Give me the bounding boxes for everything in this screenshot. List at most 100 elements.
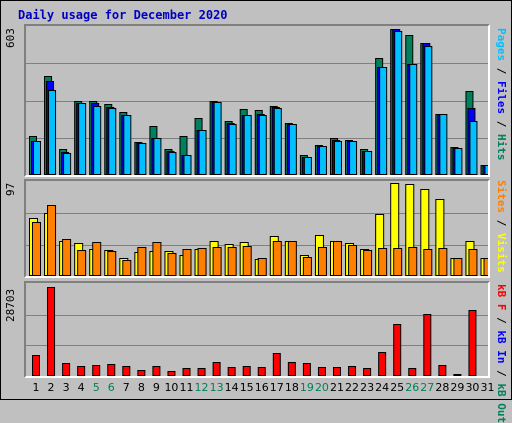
bar-sites <box>107 251 117 276</box>
x-tick-label: 6 <box>107 381 115 394</box>
bot-legend: kB F / kB In / kB Out <box>495 284 508 423</box>
bar-pages <box>454 148 463 175</box>
mid-ymax-label: 97 <box>4 182 17 196</box>
bar-sites <box>348 245 358 276</box>
bar-kbf <box>378 352 387 376</box>
bar-sites <box>302 257 312 276</box>
x-tick-label: 9 <box>152 381 160 394</box>
bar-pages <box>108 108 117 175</box>
legend-sep: / <box>495 114 508 134</box>
bar-pages <box>63 153 72 175</box>
bar-pages <box>484 165 488 175</box>
bar-kbf <box>182 368 191 376</box>
bar-sites <box>227 247 237 276</box>
bar-sites <box>287 241 297 276</box>
bar-kbf <box>122 366 131 376</box>
legend-pages: Pages <box>495 28 508 62</box>
kb-panel <box>24 281 490 378</box>
bar-pages <box>364 151 373 175</box>
legend-files: Files <box>495 81 508 115</box>
bar-kbf <box>137 370 146 376</box>
legend-kbf: kB F <box>495 284 508 311</box>
bar-kbf <box>167 371 176 376</box>
bar-kbf <box>62 363 71 376</box>
bar-pages <box>349 141 358 175</box>
x-axis-day-labels: 1 2 3 4 5 6 7 8 9 10 11 12 13 14 15 16 17 18 19 20 21 22 23 24 2… <box>24 381 495 395</box>
bar-kbf <box>363 368 372 376</box>
visits-sites-chart <box>26 183 488 276</box>
bar-kbf <box>197 368 206 376</box>
bar-sites <box>47 205 57 276</box>
bar-pages <box>243 115 252 175</box>
bar-pages <box>469 121 478 175</box>
x-tick-label: 24 <box>375 381 390 394</box>
x-tick-label: 25 <box>390 381 405 394</box>
bar-pages <box>409 64 418 175</box>
bar-sites <box>272 241 282 276</box>
bar-kbf <box>393 324 402 376</box>
x-tick-label: 1 <box>32 381 40 394</box>
bar-pages <box>394 31 403 175</box>
bar-pages <box>183 155 192 175</box>
bar-sites <box>212 247 222 276</box>
x-tick-label: 14 <box>224 381 239 394</box>
bar-sites <box>483 258 488 276</box>
bar-pages <box>424 46 433 175</box>
bar-kbf <box>438 365 447 376</box>
bar-pages <box>123 115 132 175</box>
x-tick-label: 19 <box>299 381 314 394</box>
bar-kbf <box>107 364 116 376</box>
bar-sites <box>363 250 373 276</box>
x-tick-label: 17 <box>269 381 284 394</box>
legend-sites: Sites <box>495 180 508 214</box>
x-tick-label: 26 <box>405 381 420 394</box>
legend-visits: Visits <box>495 233 508 273</box>
x-tick-label: 10 <box>164 381 179 394</box>
bar-kbf <box>212 362 221 376</box>
bar-pages <box>318 146 327 175</box>
top-ymax-label: 603 <box>4 28 17 48</box>
chart-title: Daily usage for December 2020 <box>18 8 228 22</box>
bar-kbf <box>423 314 432 376</box>
bar-sites <box>122 260 132 276</box>
bar-kbf <box>242 366 251 376</box>
bar-kbf <box>92 365 101 376</box>
bar-sites <box>92 242 102 276</box>
bar-sites <box>468 249 478 276</box>
x-tick-label: 29 <box>450 381 465 394</box>
bar-sites <box>167 253 177 276</box>
bar-kbf <box>348 366 357 376</box>
bar-kbf <box>227 367 236 376</box>
legend-kbout: kB Out <box>495 383 508 423</box>
bar-sites <box>242 246 252 276</box>
bar-kbf <box>257 367 266 376</box>
x-tick-label: 15 <box>239 381 254 394</box>
legend-sep: / <box>495 363 508 384</box>
bar-kbf <box>302 363 311 376</box>
bar-pages <box>33 141 41 175</box>
bar-kbf <box>453 374 462 376</box>
x-tick-label: 7 <box>122 381 130 394</box>
legend-sep: / <box>495 61 508 81</box>
bar-pages <box>48 90 57 175</box>
bar-kbf <box>408 368 417 376</box>
x-tick-label: 11 <box>179 381 194 394</box>
bar-kbf <box>317 367 326 376</box>
x-tick-label: 20 <box>314 381 329 394</box>
bar-sites <box>453 258 463 276</box>
bar-pages <box>153 138 162 175</box>
x-tick-label: 4 <box>77 381 85 394</box>
x-tick-label: 8 <box>137 381 145 394</box>
x-tick-label: 3 <box>62 381 70 394</box>
x-tick-label: 30 <box>465 381 480 394</box>
bar-sites <box>197 248 207 276</box>
bar-kbf <box>47 287 56 376</box>
legend-kbin: kB In <box>495 330 508 364</box>
x-tick-label: 31 <box>480 381 495 394</box>
legend-hits: Hits <box>495 134 508 161</box>
x-tick-label: 28 <box>435 381 450 394</box>
x-tick-label: 12 <box>194 381 209 394</box>
bar-pages <box>78 103 87 175</box>
x-tick-label: 23 <box>360 381 375 394</box>
mid-legend: Sites / Visits <box>495 180 508 273</box>
